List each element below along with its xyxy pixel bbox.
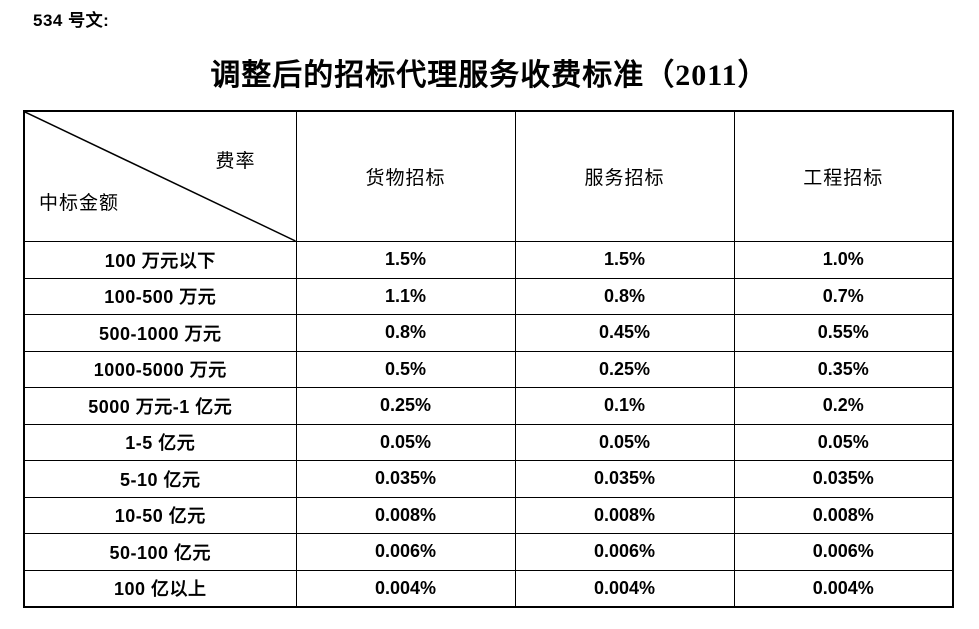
rate-cell: 0.035%: [514, 460, 735, 498]
rate-cell: 0.008%: [733, 496, 954, 534]
table-row: 100 亿以上 0.004% 0.004% 0.004%: [23, 569, 954, 608]
rate-cell: 0.006%: [733, 533, 954, 571]
table-row: 5-10 亿元 0.035% 0.035% 0.035%: [23, 460, 954, 498]
table-row: 10-50 亿元 0.008% 0.008% 0.008%: [23, 496, 954, 534]
column-header-services: 服务招标: [514, 110, 735, 242]
rate-cell: 0.5%: [295, 350, 516, 388]
rate-cell: 0.05%: [295, 423, 516, 461]
amount-range-label: 100-500 万元: [23, 277, 297, 315]
diagonal-divider-line: [25, 112, 296, 241]
rate-cell: 0.2%: [733, 387, 954, 425]
table-row: 100-500 万元 1.1% 0.8% 0.7%: [23, 277, 954, 315]
rate-cell: 0.35%: [733, 350, 954, 388]
amount-range-label: 1000-5000 万元: [23, 350, 297, 388]
amount-range-label: 100 万元以下: [23, 241, 297, 279]
rate-cell: 0.05%: [733, 423, 954, 461]
rate-cell: 0.55%: [733, 314, 954, 352]
rate-cell: 0.008%: [514, 496, 735, 534]
amount-range-label: 100 亿以上: [23, 569, 297, 608]
rate-cell: 0.006%: [514, 533, 735, 571]
rate-cell: 0.008%: [295, 496, 516, 534]
corner-rate-label: 费率: [215, 151, 256, 172]
column-header-goods: 货物招标: [295, 110, 516, 242]
amount-range-label: 5000 万元-1 亿元: [23, 387, 297, 425]
table-row: 100 万元以下 1.5% 1.5% 1.0%: [23, 241, 954, 279]
rate-cell: 0.035%: [295, 460, 516, 498]
amount-range-label: 5-10 亿元: [23, 460, 297, 498]
page-title: 调整后的招标代理服务收费标准（2011）: [210, 59, 769, 92]
fee-rate-table: 费率 中标金额 货物招标 服务招标 工程招标 100 万元以下 1.5% 1.5…: [23, 110, 954, 608]
diagonal-corner-cell: 费率 中标金额: [23, 110, 297, 242]
rate-cell: 0.05%: [514, 423, 735, 461]
rate-cell: 0.45%: [514, 314, 735, 352]
amount-range-label: 1-5 亿元: [23, 423, 297, 461]
rate-cell: 0.25%: [514, 350, 735, 388]
amount-range-label: 50-100 亿元: [23, 533, 297, 571]
rate-cell: 0.004%: [733, 569, 954, 608]
rate-cell: 0.8%: [295, 314, 516, 352]
table-row: 500-1000 万元 0.8% 0.45% 0.55%: [23, 314, 954, 352]
rate-cell: 1.5%: [514, 241, 735, 279]
amount-range-label: 500-1000 万元: [23, 314, 297, 352]
doc-number-label: 534 号文:: [33, 11, 110, 30]
rate-cell: 0.035%: [733, 460, 954, 498]
rate-cell: 1.0%: [733, 241, 954, 279]
rate-cell: 0.004%: [514, 569, 735, 608]
table-row: 5000 万元-1 亿元 0.25% 0.1% 0.2%: [23, 387, 954, 425]
table-row: 1-5 亿元 0.05% 0.05% 0.05%: [23, 423, 954, 461]
amount-range-label: 10-50 亿元: [23, 496, 297, 534]
table-row: 50-100 亿元 0.006% 0.006% 0.006%: [23, 533, 954, 571]
table-row: 1000-5000 万元 0.5% 0.25% 0.35%: [23, 350, 954, 388]
corner-amount-label: 中标金额: [39, 193, 120, 214]
rate-cell: 0.25%: [295, 387, 516, 425]
column-header-engineering: 工程招标: [733, 110, 954, 242]
rate-cell: 0.7%: [733, 277, 954, 315]
rate-cell: 0.006%: [295, 533, 516, 571]
rate-cell: 1.1%: [295, 277, 516, 315]
rate-cell: 0.1%: [514, 387, 735, 425]
rate-cell: 1.5%: [295, 241, 516, 279]
rate-cell: 0.8%: [514, 277, 735, 315]
header-row: 费率 中标金额 货物招标 服务招标 工程招标: [23, 110, 954, 242]
rate-cell: 0.004%: [295, 569, 516, 608]
